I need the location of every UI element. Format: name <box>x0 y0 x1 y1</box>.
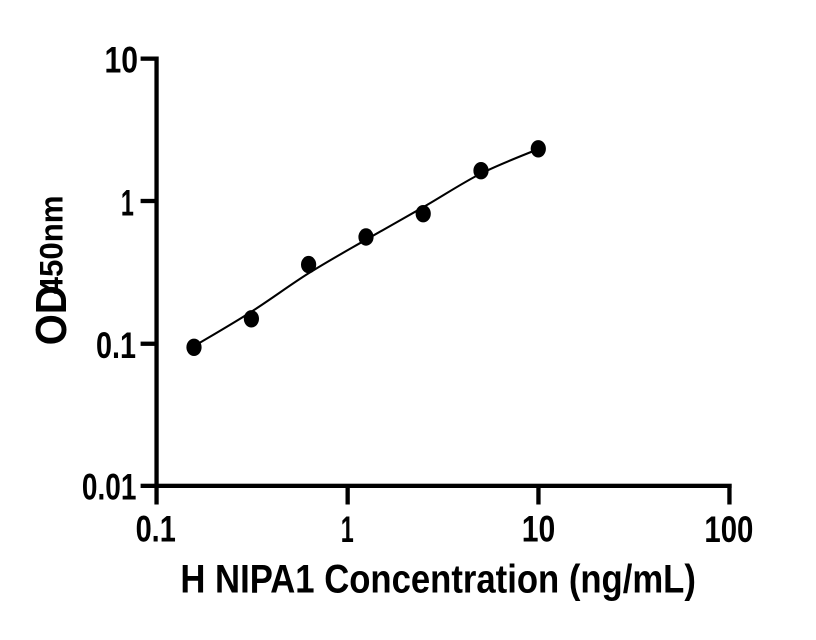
svg-text:H NIPA1 Concentration (ng/mL): H NIPA1 Concentration (ng/mL) <box>180 558 696 602</box>
svg-text:OD: OD <box>28 285 76 345</box>
svg-text:450nm: 450nm <box>34 195 70 294</box>
svg-text:0.01: 0.01 <box>82 467 136 508</box>
svg-text:10: 10 <box>105 40 139 81</box>
svg-text:0.1: 0.1 <box>136 509 176 550</box>
svg-text:100: 100 <box>704 509 753 550</box>
svg-text:1: 1 <box>121 182 134 223</box>
svg-text:0.1: 0.1 <box>96 325 136 366</box>
svg-text:10: 10 <box>522 509 556 550</box>
svg-text:1: 1 <box>341 509 354 550</box>
